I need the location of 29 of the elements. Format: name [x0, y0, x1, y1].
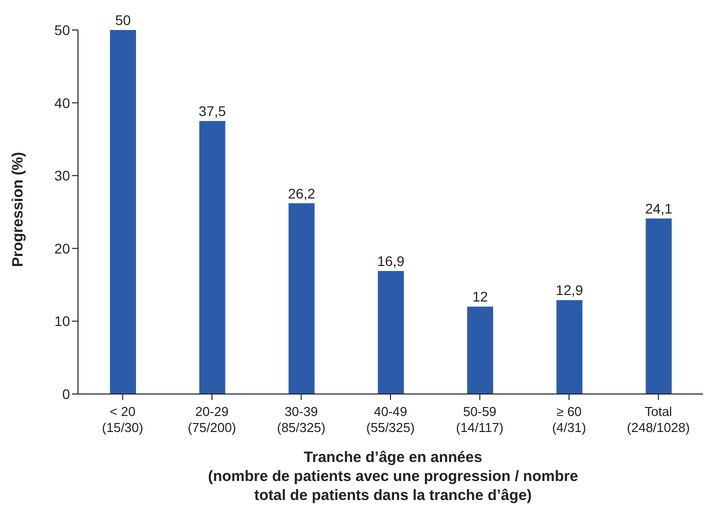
y-tick-label: 20	[54, 240, 70, 256]
bar	[110, 30, 136, 394]
x-tick-label: Total (248/1028)	[626, 404, 690, 435]
bar	[467, 306, 494, 394]
data-label: 24,1	[645, 200, 673, 217]
y-tick-label: 40	[54, 94, 70, 111]
x-axis-title: Tranche d’âge en années (nombre de patients avec une progression / nombre total de patients dans la tranche d’âge)	[206, 448, 580, 505]
x-tick-label: 40-49 (55/325)	[366, 404, 415, 435]
data-label: 26,2	[288, 185, 316, 202]
data-label: 12,9	[556, 282, 584, 298]
y-tick-label: 10	[54, 313, 70, 330]
data-label: 16,9	[377, 252, 405, 269]
data-label: 12	[472, 288, 488, 305]
bar	[199, 121, 226, 394]
y-tick-label: 50	[54, 22, 70, 38]
y-tick-label: 30	[54, 168, 70, 184]
x-tick-label: < 20 (15/30)	[102, 404, 144, 435]
x-tick-label: 20-29 (75/200)	[188, 404, 236, 435]
bar	[556, 300, 582, 394]
x-tick-label: 50-59 (14/117)	[456, 404, 504, 435]
bar	[378, 270, 404, 394]
y-tick-label: 0	[62, 386, 70, 402]
data-label: 50	[115, 12, 131, 28]
bar	[288, 203, 315, 394]
x-tick-label: ≥ 60 (4/31)	[552, 404, 586, 435]
y-axis-title: Progression (%)	[9, 152, 26, 267]
bar	[646, 218, 672, 394]
x-tick-label: 30-39 (85/325)	[277, 404, 326, 435]
data-label: 37,5	[198, 103, 226, 119]
